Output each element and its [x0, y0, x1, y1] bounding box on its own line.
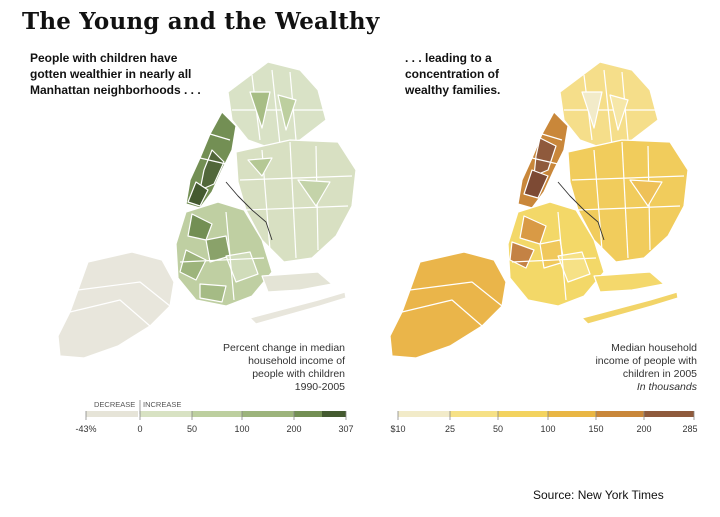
legend-swatch: [450, 411, 498, 417]
right-nyc-map: [389, 61, 689, 359]
legend-tick-label: 285: [682, 424, 697, 434]
caption-line: people with children: [252, 368, 345, 380]
legend-swatch: [86, 411, 138, 417]
queens: [235, 139, 357, 263]
legend-swatch: [322, 411, 346, 417]
legend-tick-label: 0: [137, 424, 142, 434]
subtitle-line: . . . leading to a: [405, 51, 492, 65]
legend-swatch: [596, 411, 644, 417]
left-map-subtitle: People with children have gotten wealthi…: [30, 50, 270, 98]
legend-tick-label: 50: [187, 424, 197, 434]
caption-line: children in 2005: [622, 368, 697, 380]
legend-tick-label: 150: [588, 424, 603, 434]
legend-swatch: [294, 411, 322, 417]
staten-island: [57, 251, 175, 359]
bronx: [559, 61, 659, 149]
legend-tick-label: 307: [338, 424, 353, 434]
legend-swatch: [644, 411, 694, 417]
caption-line: Median household: [611, 342, 697, 354]
legend-decrease-label: DECREASE: [94, 400, 135, 409]
caption-line: 1990-2005: [294, 381, 345, 393]
legend-tick-label: 25: [445, 424, 455, 434]
right-legend: $10 25 50 100 150 200 285: [390, 411, 698, 434]
right-map-caption: Median household income of people with c…: [545, 342, 697, 394]
legend-swatch: [398, 411, 450, 417]
caption-unit: In thousands: [636, 381, 697, 393]
legend-swatch: [498, 411, 548, 417]
left-nyc-map: [57, 61, 357, 359]
staten-island: [389, 251, 507, 359]
page-title: The Young and the Wealthy: [22, 8, 380, 35]
legend-tick-label: 200: [636, 424, 651, 434]
legend-tick-label: 100: [540, 424, 555, 434]
caption-line: Percent change in median: [223, 342, 345, 354]
legend-swatch: [192, 411, 242, 417]
left-legend: DECREASE INCREASE -43% 0 50 100 200 307: [75, 400, 354, 434]
left-map-caption: Percent change in median household incom…: [185, 342, 345, 394]
legend-tick-label: $10: [390, 424, 405, 434]
subtitle-line: concentration of: [405, 67, 500, 81]
legend-tick-label: -43%: [75, 424, 96, 434]
legend-increase-label: INCREASE: [143, 400, 181, 409]
legend-swatch: [140, 411, 192, 417]
subtitle-line: People with children have: [30, 51, 178, 65]
subtitle-line: gotten wealthier in nearly all: [30, 67, 192, 81]
legend-swatch: [548, 411, 596, 417]
caption-line: household income of: [248, 355, 345, 367]
legend-swatch: [242, 411, 294, 417]
source-credit: Source: New York Times: [533, 488, 664, 502]
legend-tick-label: 200: [286, 424, 301, 434]
queens: [567, 139, 689, 263]
bronx: [227, 61, 327, 149]
subtitle-line: Manhattan neighborhoods . . .: [30, 83, 201, 97]
caption-line: income of people with: [595, 355, 697, 367]
subtitle-line: wealthy families.: [405, 83, 501, 97]
legend-tick-label: 50: [493, 424, 503, 434]
legend-tick-label: 100: [234, 424, 249, 434]
right-map-subtitle: . . . leading to a concentration of weal…: [405, 50, 565, 98]
